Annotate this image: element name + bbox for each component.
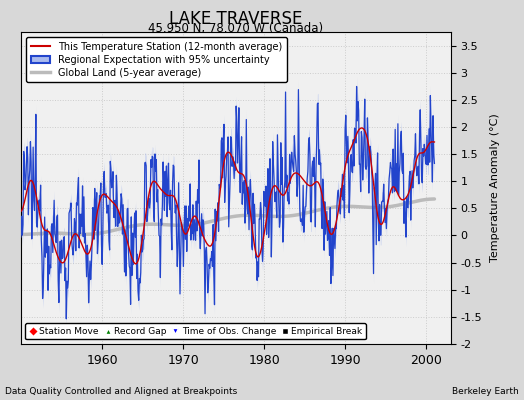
Text: LAKE TRAVERSE: LAKE TRAVERSE (169, 10, 302, 28)
Text: Berkeley Earth: Berkeley Earth (452, 387, 519, 396)
Legend: Station Move, Record Gap, Time of Obs. Change, Empirical Break: Station Move, Record Gap, Time of Obs. C… (26, 323, 366, 340)
Y-axis label: Temperature Anomaly (°C): Temperature Anomaly (°C) (490, 114, 500, 262)
Text: Data Quality Controlled and Aligned at Breakpoints: Data Quality Controlled and Aligned at B… (5, 387, 237, 396)
Text: 45.950 N, 78.070 W (Canada): 45.950 N, 78.070 W (Canada) (148, 22, 323, 35)
